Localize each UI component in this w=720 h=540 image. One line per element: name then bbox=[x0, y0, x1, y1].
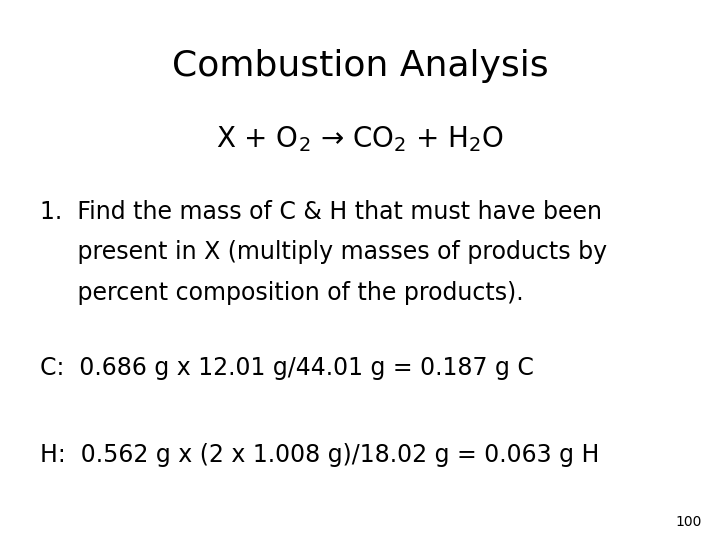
Text: percent composition of the products).: percent composition of the products). bbox=[40, 281, 523, 305]
Text: 100: 100 bbox=[675, 515, 702, 529]
Text: C:  0.686 g x 12.01 g/44.01 g = 0.187 g C: C: 0.686 g x 12.01 g/44.01 g = 0.187 g C bbox=[40, 356, 534, 380]
Text: 1.  Find the mass of C & H that must have been: 1. Find the mass of C & H that must have… bbox=[40, 200, 602, 224]
Text: H:  0.562 g x (2 x 1.008 g)/18.02 g = 0.063 g H: H: 0.562 g x (2 x 1.008 g)/18.02 g = 0.0… bbox=[40, 443, 599, 467]
Text: X + O$_2$ → CO$_2$ + H$_2$O: X + O$_2$ → CO$_2$ + H$_2$O bbox=[216, 124, 504, 154]
Text: Combustion Analysis: Combustion Analysis bbox=[171, 49, 549, 83]
Text: present in X (multiply masses of products by: present in X (multiply masses of product… bbox=[40, 240, 607, 264]
